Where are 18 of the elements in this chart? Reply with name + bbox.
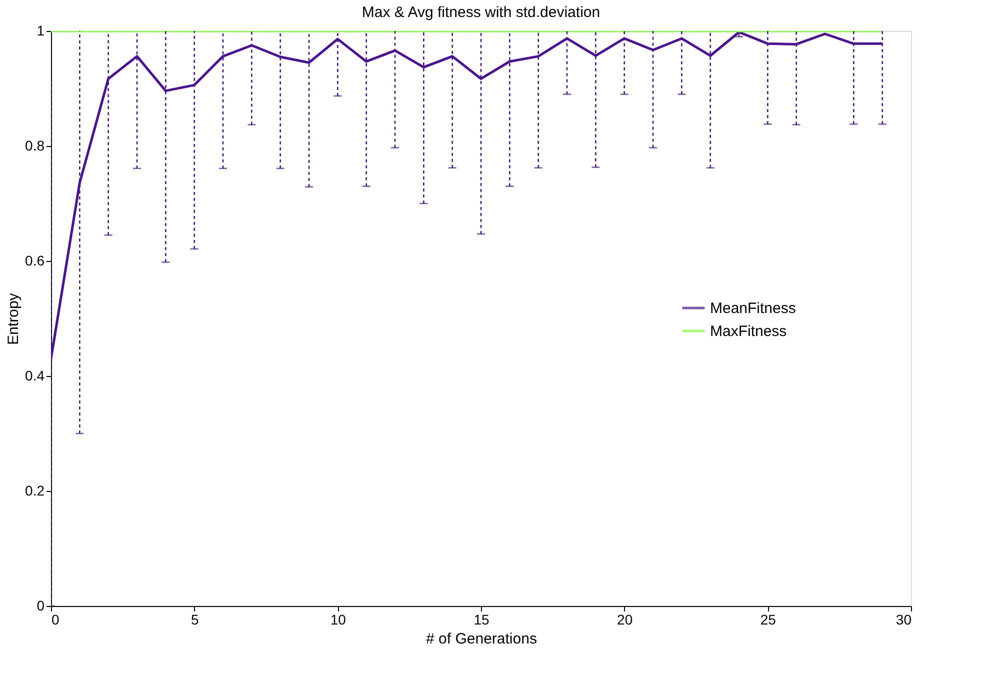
x-tick-label: 20 <box>617 612 633 628</box>
y-tick-label: 1 <box>36 22 45 38</box>
x-tick-label: 0 <box>52 612 60 628</box>
x-axis-title: # of Generations <box>426 630 537 648</box>
y-tick-label: 0.6 <box>25 252 45 268</box>
y-tick-label: 0 <box>36 598 45 614</box>
x-tick-label: 5 <box>190 612 199 628</box>
y-tick-label: 0.2 <box>25 482 45 498</box>
legend-label: MeanFitness <box>710 300 796 317</box>
x-tick-label: 15 <box>474 612 490 628</box>
y-tick-label: 0.4 <box>25 368 45 384</box>
x-tick-label: 10 <box>330 612 346 628</box>
legend-label: MaxFitness <box>710 323 787 340</box>
x-tick-label: 25 <box>760 612 776 628</box>
chart-title: Max & Avg fitness with std.deviation <box>362 4 600 21</box>
x-tick-label: 30 <box>896 612 912 628</box>
y-axis-title: Entropy <box>5 292 22 345</box>
y-tick-label: 0.8 <box>25 138 45 154</box>
